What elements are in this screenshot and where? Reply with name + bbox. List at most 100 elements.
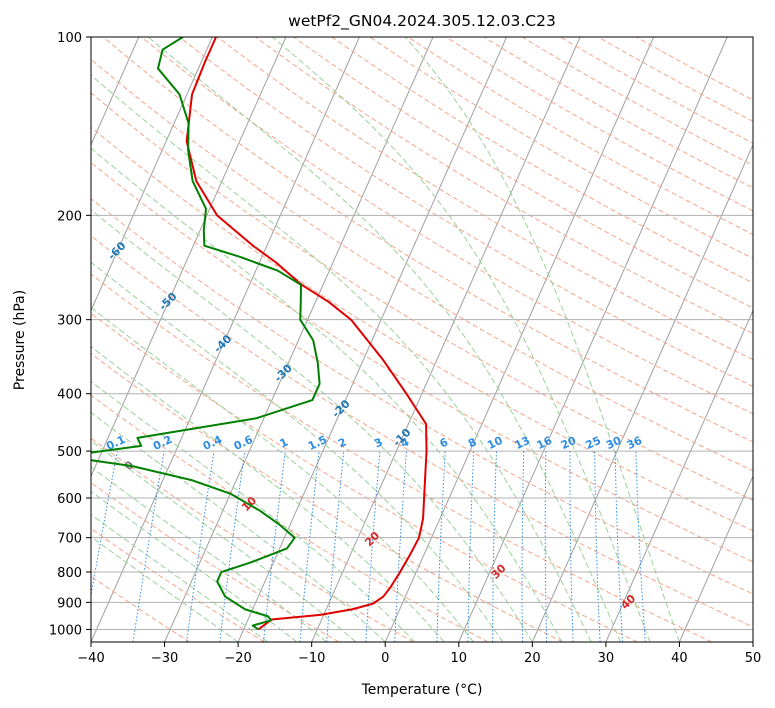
y-tick-label: 1000 bbox=[49, 623, 82, 638]
moist-adiabat-line bbox=[404, 37, 680, 642]
isotherm-line bbox=[531, 143, 753, 642]
isotherm-line bbox=[91, 37, 360, 642]
y-tick-label: 300 bbox=[57, 314, 82, 329]
moist-adiabat-line bbox=[271, 37, 651, 642]
dry-adiabat-line bbox=[255, 37, 753, 335]
mixing-ratio-label: 25 bbox=[584, 434, 603, 452]
mixing-ratio-line bbox=[394, 451, 408, 642]
dry-adiabat-line bbox=[445, 37, 753, 212]
y-tick-label: 200 bbox=[57, 209, 82, 224]
plot-frame bbox=[90, 36, 754, 643]
moist-adiabat-line bbox=[91, 306, 474, 642]
isotherm-layer bbox=[91, 37, 753, 642]
y-tick-label: 700 bbox=[57, 532, 82, 547]
mixing-ratio-label: 13 bbox=[513, 434, 532, 452]
dry-adiabat-line bbox=[91, 235, 753, 628]
moist-adiabat-line bbox=[91, 74, 592, 642]
x-tick-label: −20 bbox=[224, 651, 251, 666]
x-tick-label: −10 bbox=[298, 651, 325, 666]
mixing-ratio-line bbox=[492, 451, 497, 642]
isotherm-line bbox=[91, 37, 213, 312]
dry-adiabat-line bbox=[217, 37, 753, 361]
x-tick-label: 0 bbox=[381, 651, 389, 666]
mixing-ratio-line bbox=[635, 451, 646, 642]
mixing-ratio-line bbox=[569, 451, 574, 642]
dry-adiabat-line bbox=[179, 37, 753, 388]
x-tick-label: −30 bbox=[151, 651, 178, 666]
moist-adiabat-line bbox=[91, 411, 386, 642]
mixing-ratio-line bbox=[594, 451, 601, 642]
pressure-grid-layer bbox=[91, 37, 753, 630]
moist-adiabat-line bbox=[91, 380, 416, 642]
x-tick-label: 40 bbox=[671, 651, 688, 666]
isotherm-line bbox=[91, 37, 140, 146]
y-tick-label: 500 bbox=[57, 445, 82, 460]
isotherm-line bbox=[164, 37, 434, 642]
mixing-ratio-line bbox=[263, 451, 286, 642]
y-tick-label: 600 bbox=[57, 492, 82, 507]
isotherm-line bbox=[458, 37, 728, 642]
dry-adiabat-line bbox=[91, 273, 713, 642]
y-tick-label: 400 bbox=[57, 388, 82, 403]
dry-adiabat-line bbox=[91, 527, 265, 642]
dry-adiabat-line bbox=[91, 353, 563, 642]
mixing-ratio-line bbox=[544, 451, 548, 642]
x-axis-title: Temperature (°C) bbox=[361, 682, 483, 698]
dry-adiabat-line bbox=[91, 312, 638, 642]
moist-adiabat-line bbox=[91, 209, 533, 642]
temperature-profile-line bbox=[185, 37, 428, 631]
mixing-ratio-line bbox=[219, 451, 246, 642]
isotherm-line bbox=[237, 37, 508, 642]
isotherm-line bbox=[678, 475, 753, 642]
dry-adiabat-line bbox=[91, 92, 753, 501]
moist-adiabat-line bbox=[91, 147, 563, 642]
moist-adiabat-line bbox=[91, 261, 504, 642]
mixing-ratio-line bbox=[365, 451, 381, 642]
chart-title: wetPf2_GN04.2024.305.12.03.C23 bbox=[288, 12, 556, 31]
mixing-ratio-label: 30 bbox=[604, 434, 624, 452]
mixing-ratio-line bbox=[132, 451, 165, 642]
dry-adiabat-line bbox=[91, 198, 753, 595]
mixing-ratio-line bbox=[467, 451, 475, 642]
moist-adiabat-line bbox=[147, 37, 622, 642]
moist-adiabat-line bbox=[91, 536, 239, 642]
x-tick-label: 30 bbox=[598, 651, 615, 666]
mixing-ratio-label: 20 bbox=[559, 434, 579, 452]
x-tick-label: −40 bbox=[77, 651, 104, 666]
dry-adiabat-line bbox=[141, 37, 753, 415]
mixing-ratio-line bbox=[186, 451, 215, 642]
mixing-ratio-line bbox=[521, 451, 525, 642]
isotherm-line bbox=[605, 309, 753, 642]
moist-adiabat-line bbox=[91, 440, 357, 642]
dewpoint-profile-line bbox=[91, 37, 321, 631]
mixing-ratio-line bbox=[299, 451, 320, 642]
series-layer bbox=[91, 37, 428, 631]
dry-adiabat-line bbox=[91, 161, 753, 563]
moist-adiabat-line bbox=[91, 345, 445, 642]
dry-adiabat-line bbox=[369, 37, 753, 259]
y-axis-title: Pressure (hPa) bbox=[12, 290, 28, 390]
mixing-ratio-line bbox=[326, 451, 345, 642]
mixing-ratio-layer bbox=[91, 451, 646, 642]
moist-adiabat-layer bbox=[91, 37, 680, 642]
moist-adiabat-line bbox=[91, 466, 327, 642]
mixing-ratio-label: 16 bbox=[535, 434, 555, 452]
dry-adiabat-line bbox=[331, 37, 753, 284]
x-tick-label: 50 bbox=[745, 651, 762, 666]
mixing-ratio-label: 10 bbox=[485, 434, 505, 452]
y-tick-label: 800 bbox=[57, 566, 82, 581]
dry-adiabat-line bbox=[102, 37, 753, 443]
mixing-ratio-label: 36 bbox=[625, 434, 645, 452]
mixing-ratio-line bbox=[91, 451, 118, 598]
y-tick-label: 100 bbox=[57, 31, 82, 46]
dry-adiabat-line bbox=[483, 37, 753, 189]
mixing-ratio-line bbox=[614, 451, 624, 642]
isotherm-line bbox=[384, 37, 655, 642]
isotherm-line bbox=[91, 37, 287, 478]
axes-layer: −40 −30 −20 −10 0 10 20 30 40 50 100 200 300 400 500 60… bbox=[49, 31, 761, 666]
dry-adiabat-line bbox=[91, 126, 753, 532]
x-tick-label: 10 bbox=[451, 651, 468, 666]
mixing-ratio-line bbox=[436, 451, 446, 642]
